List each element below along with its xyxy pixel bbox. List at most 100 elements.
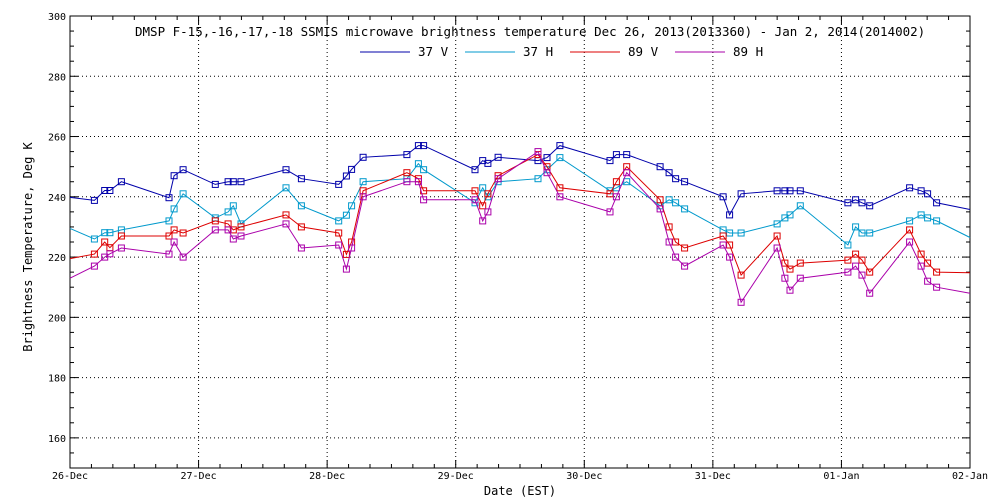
data-point — [342, 172, 350, 180]
data-point — [656, 196, 664, 204]
data-point — [348, 244, 356, 252]
y-tick-label: 240 — [48, 193, 66, 204]
data-point — [471, 166, 479, 174]
y-tick-label: 260 — [48, 133, 66, 144]
data-point — [933, 268, 941, 276]
data-point — [781, 259, 789, 267]
data-point — [906, 238, 914, 246]
data-point — [101, 187, 109, 194]
data-point — [623, 169, 631, 177]
data-point — [719, 232, 727, 240]
x-tick-label: 02-Jan — [952, 471, 988, 482]
data-point — [852, 250, 860, 258]
data-point — [672, 175, 680, 183]
data-point — [117, 244, 125, 252]
data-point — [335, 229, 343, 237]
data-point — [786, 286, 794, 294]
series-89-v — [69, 151, 971, 279]
data-point — [543, 154, 551, 162]
data-point — [170, 205, 178, 213]
data-point — [858, 256, 866, 264]
chart-title: DMSP F-15,-16,-17,-18 SSMIS microwave br… — [135, 24, 925, 39]
data-point — [479, 202, 487, 210]
data-point — [484, 208, 492, 216]
data-point — [781, 187, 789, 195]
data-point — [858, 271, 866, 279]
data-point — [672, 253, 680, 261]
data-point — [773, 220, 781, 228]
data-point — [224, 178, 232, 186]
y-tick-label: 220 — [48, 253, 66, 264]
data-point — [211, 226, 219, 234]
data-point — [335, 217, 343, 225]
data-point — [781, 274, 789, 282]
data-point — [719, 241, 727, 249]
data-point — [866, 202, 874, 210]
data-point — [681, 262, 689, 270]
x-axis-title: Date (EST) — [484, 484, 556, 498]
data-point — [117, 178, 125, 186]
data-point — [556, 142, 564, 150]
data-point — [101, 238, 109, 246]
legend-label: 89 V — [628, 44, 659, 59]
series — [69, 142, 971, 306]
data-point — [90, 262, 98, 270]
data-point — [484, 159, 492, 167]
data-point — [297, 223, 305, 231]
grid — [70, 16, 970, 468]
data-point — [924, 190, 932, 198]
series-line — [69, 145, 971, 217]
data-point — [681, 178, 689, 186]
data-point — [165, 232, 173, 240]
data-point — [484, 190, 492, 198]
data-point — [796, 274, 804, 282]
data-point — [917, 250, 925, 258]
data-point — [106, 229, 114, 237]
data-point — [359, 178, 367, 186]
data-point — [90, 196, 98, 204]
data-point — [403, 169, 411, 177]
data-point — [933, 199, 941, 207]
data-point — [786, 211, 794, 219]
data-point — [348, 165, 356, 173]
data-point — [211, 180, 219, 188]
data-point — [420, 166, 428, 174]
data-point — [224, 226, 232, 234]
data-point — [359, 193, 367, 201]
data-point — [494, 175, 502, 183]
data-point — [403, 178, 411, 186]
y-tick-label: 180 — [48, 374, 66, 385]
data-point — [786, 187, 794, 195]
data-point — [237, 223, 245, 231]
data-point — [282, 220, 290, 228]
data-point — [906, 226, 914, 234]
data-point — [866, 289, 874, 297]
data-point — [844, 256, 852, 264]
series-89-h — [69, 148, 971, 306]
data-point — [866, 268, 874, 276]
data-point — [414, 178, 422, 186]
data-point — [672, 199, 680, 207]
series-line — [69, 150, 971, 304]
y-tick-label: 200 — [48, 313, 66, 324]
series-37-h — [69, 154, 971, 249]
data-point — [906, 184, 914, 192]
data-point — [737, 271, 745, 279]
data-point — [297, 244, 305, 252]
data-point — [165, 194, 173, 202]
data-point — [282, 211, 290, 219]
x-tick-label: 26-Dec — [52, 471, 88, 482]
data-point — [623, 151, 631, 159]
data-point — [335, 241, 343, 249]
legend: 37 V 37 H 89 V 89 H — [360, 44, 763, 59]
data-point — [165, 217, 173, 225]
data-point — [796, 259, 804, 267]
data-point — [117, 232, 125, 240]
data-point — [665, 169, 673, 177]
y-tick-label: 280 — [48, 72, 66, 83]
data-point — [229, 226, 237, 234]
data-point — [237, 232, 245, 240]
data-point — [858, 229, 866, 237]
series-line — [69, 156, 971, 246]
